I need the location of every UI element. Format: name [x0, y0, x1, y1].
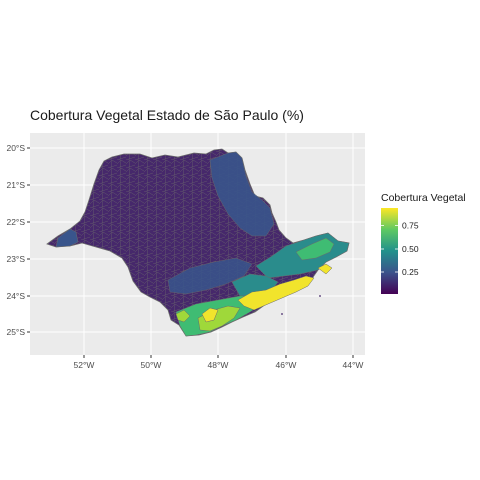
region-ilhabela: [317, 263, 333, 275]
legend: Cobertura Vegetal 0.75 0.50 0.25: [381, 192, 466, 294]
x-tick-label: 46°W: [276, 360, 297, 370]
legend-label: 0.50: [402, 244, 419, 254]
state-sao-paulo: [46, 148, 350, 337]
region-west-tip: [55, 228, 79, 248]
legend-title: Cobertura Vegetal: [381, 192, 466, 204]
island-dot: [281, 313, 283, 315]
x-tick-label: 44°W: [343, 360, 364, 370]
region-east-band: [209, 151, 275, 237]
y-tick-label: 22°S: [6, 217, 25, 227]
region-ribeira-valley: [197, 305, 241, 332]
y-axis: 20°S 21°S 22°S 23°S 24°S 25°S: [6, 143, 30, 337]
x-tick-label: 48°W: [208, 360, 229, 370]
legend-colorbar: [381, 208, 398, 294]
y-tick-label: 23°S: [6, 254, 25, 264]
region-center-east: [167, 257, 253, 295]
legend-label: 0.25: [402, 267, 419, 277]
y-tick-label: 24°S: [6, 291, 25, 301]
x-tick-label: 52°W: [74, 360, 95, 370]
y-tick-label: 25°S: [6, 327, 25, 337]
legend-label: 0.75: [402, 221, 419, 231]
island-dot: [319, 295, 321, 297]
region-cananeia: [175, 309, 191, 323]
y-tick-label: 20°S: [6, 143, 25, 153]
y-tick-label: 21°S: [6, 180, 25, 190]
map-title: Cobertura Vegetal Estado de São Paulo (%…: [30, 107, 304, 123]
region-paranapiacaba: [201, 307, 219, 323]
region-serra-do-mar: [237, 275, 315, 311]
x-tick-label: 50°W: [141, 360, 162, 370]
region-mantiqueira: [295, 237, 335, 261]
x-axis: 52°W 50°W 48°W 46°W 44°W: [74, 355, 364, 370]
